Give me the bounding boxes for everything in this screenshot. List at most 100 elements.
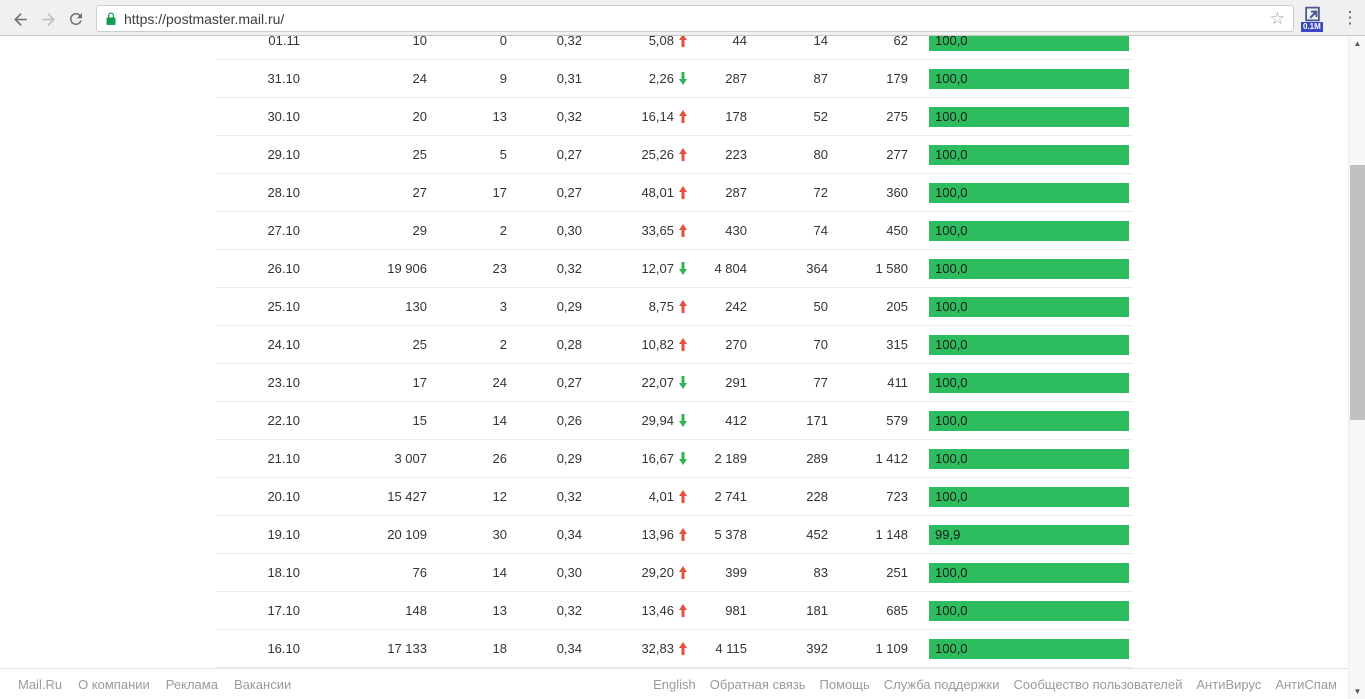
value-cell: 5 (499, 147, 507, 162)
address-bar[interactable]: https://postmaster.mail.ru/ ☆ (96, 5, 1294, 32)
extension-button[interactable]: 0.1M (1301, 5, 1327, 32)
value-cell: 287 (725, 71, 747, 86)
table-row: 16.10 17 133 18 0,34 32,83 4 115 392 1 1… (216, 630, 1133, 668)
percent-value: 16,14 (641, 109, 674, 124)
delivery-rate-label: 100,0 (935, 641, 968, 656)
delivery-rate-bar: 100,0 (929, 562, 1129, 583)
percent-trend-cell: 2,26 (582, 71, 687, 86)
percent-trend-cell: 5,08 (582, 36, 687, 48)
delivery-bar-cell: 100,0 (908, 258, 1129, 279)
scroll-up-button[interactable]: ▲ (1353, 39, 1362, 48)
trend-down-icon (678, 72, 687, 85)
date-cell: 20.10 (267, 489, 300, 504)
browser-menu-button[interactable]: ⋮ (1341, 8, 1359, 27)
scrollbar-thumb[interactable] (1350, 165, 1365, 420)
value-cell: 685 (886, 603, 908, 618)
forward-button[interactable] (36, 7, 60, 31)
delivery-rate-label: 100,0 (935, 261, 968, 276)
value-cell: 9 (499, 71, 507, 86)
footer-link[interactable]: Служба поддержки (883, 676, 1000, 692)
bar-track: 100,0 (929, 334, 1129, 355)
percent-trend-cell: 25,26 (582, 147, 687, 162)
table-row: 01.11 10 0 0,32 5,08 44 14 62 100,0 (216, 36, 1133, 60)
scroll-down-button[interactable]: ▼ (1353, 687, 1362, 696)
footer-link[interactable]: Вакансии (233, 676, 292, 692)
percent-trend-cell: 16,14 (582, 109, 687, 124)
extension-badge: 0.1M (1301, 22, 1323, 32)
date-cell: 23.10 (267, 375, 300, 390)
footer-link[interactable]: Обратная связь (709, 676, 806, 692)
value-cell: 20 109 (387, 527, 427, 542)
date-cell: 21.10 (267, 451, 300, 466)
percent-value: 22,07 (641, 375, 674, 390)
trend-up-icon (678, 566, 687, 579)
delivery-bar-cell: 100,0 (908, 106, 1129, 127)
delivery-rate-bar: 99,9 (929, 524, 1129, 545)
reload-button[interactable] (64, 7, 88, 31)
percent-trend-cell: 8,75 (582, 299, 687, 314)
delivery-bar-cell: 100,0 (908, 562, 1129, 583)
trend-up-icon (678, 338, 687, 351)
delivery-bar-cell: 100,0 (908, 220, 1129, 241)
value-cell: 13 (492, 109, 507, 124)
value-cell: 14 (813, 36, 828, 48)
value-cell: 148 (405, 603, 427, 618)
value-cell: 13 (492, 603, 507, 618)
bar-track: 100,0 (929, 410, 1129, 431)
delivery-bar-cell: 100,0 (908, 448, 1129, 469)
value-cell: 25 (412, 147, 427, 162)
footer-link[interactable]: АнтиВирус (1196, 676, 1262, 692)
secure-lock-icon (106, 12, 116, 25)
value-cell: 205 (886, 299, 908, 314)
footer-link[interactable]: Сообщество пользователей (1013, 676, 1183, 692)
value-cell: 52 (813, 109, 828, 124)
delivery-rate-bar: 100,0 (929, 372, 1129, 393)
value-cell: 0,32 (556, 36, 582, 48)
date-cell: 26.10 (267, 261, 300, 276)
value-cell: 74 (813, 223, 828, 238)
table-row: 29.10 25 5 0,27 25,26 223 80 277 100,0 (216, 136, 1133, 174)
value-cell: 15 427 (387, 489, 427, 504)
trend-up-icon (678, 604, 687, 617)
date-cell: 28.10 (267, 185, 300, 200)
footer-link[interactable]: Реклама (165, 676, 218, 692)
value-cell: 277 (886, 147, 908, 162)
value-cell: 411 (887, 375, 908, 390)
delivery-bar-cell: 100,0 (908, 486, 1129, 507)
percent-trend-cell: 13,46 (582, 603, 687, 618)
delivery-rate-bar: 100,0 (929, 144, 1129, 165)
back-arrow-icon (13, 12, 27, 26)
trend-down-icon (678, 414, 687, 427)
page-footer: Mail.Ru О компании Реклама Вакансии English… (0, 668, 1365, 699)
delivery-rate-label: 99,9 (935, 527, 961, 542)
percent-value: 32,83 (641, 641, 674, 656)
delivery-rate-label: 100,0 (935, 71, 968, 86)
footer-link[interactable]: Помощь (819, 676, 870, 692)
delivery-rate-label: 100,0 (935, 565, 968, 580)
percent-value: 13,46 (641, 603, 674, 618)
delivery-rate-bar: 100,0 (929, 36, 1129, 51)
table-row: 19.10 20 109 30 0,34 13,96 5 378 452 1 1… (216, 516, 1133, 554)
url-text[interactable]: https://postmaster.mail.ru/ (124, 10, 285, 27)
value-cell: 26 (492, 451, 507, 466)
delivery-rate-label: 100,0 (935, 451, 968, 466)
percent-trend-cell: 13,96 (582, 527, 687, 542)
date-cell: 16.10 (267, 641, 300, 656)
trend-up-icon (678, 642, 687, 655)
value-cell: 3 (499, 299, 507, 314)
footer-link[interactable]: English (653, 676, 696, 692)
percent-trend-cell: 4,01 (582, 489, 687, 504)
footer-links-right: English Обратная связь Помощь Служба поддер… (653, 669, 1337, 699)
vertical-scrollbar[interactable]: ▲ ▼ (1348, 36, 1365, 699)
footer-link[interactable]: Mail.Ru (18, 676, 63, 692)
page-content: 01.11 10 0 0,32 5,08 44 14 62 100,0 (0, 36, 1348, 668)
footer-link[interactable]: АнтиСпам (1275, 676, 1337, 692)
percent-value: 48,01 (641, 185, 674, 200)
trend-up-icon (678, 490, 687, 503)
bookmark-star-icon[interactable]: ☆ (1269, 9, 1285, 28)
value-cell: 10 (412, 36, 427, 48)
footer-link[interactable]: О компании (78, 676, 150, 692)
value-cell: 2 (499, 337, 507, 352)
back-button[interactable] (8, 7, 32, 31)
bar-track: 100,0 (929, 258, 1129, 279)
